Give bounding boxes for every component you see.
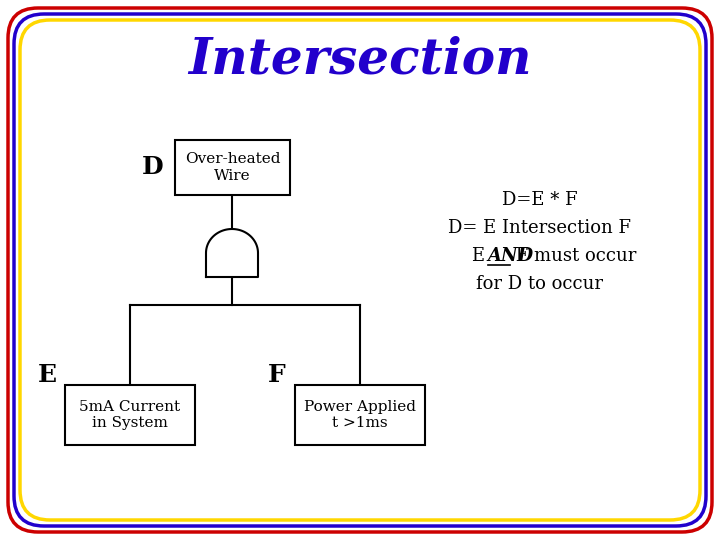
Text: F must occur: F must occur — [510, 247, 636, 265]
FancyBboxPatch shape — [65, 385, 195, 445]
FancyBboxPatch shape — [175, 140, 290, 195]
FancyBboxPatch shape — [295, 385, 425, 445]
Text: E: E — [37, 363, 56, 387]
Polygon shape — [206, 229, 258, 277]
Text: Intersection: Intersection — [188, 36, 532, 84]
Text: AND: AND — [487, 247, 534, 265]
Text: 5mA Current
in System: 5mA Current in System — [79, 400, 181, 430]
Text: for D to occur: for D to occur — [477, 275, 603, 293]
Text: D: D — [142, 156, 164, 179]
Text: Power Applied
t >1ms: Power Applied t >1ms — [304, 400, 416, 430]
Text: Over-heated
Wire: Over-heated Wire — [185, 152, 280, 183]
Text: F: F — [268, 363, 286, 387]
Text: D=E * F: D=E * F — [502, 191, 578, 209]
Text: E: E — [472, 247, 491, 265]
Text: D= E Intersection F: D= E Intersection F — [449, 219, 631, 237]
